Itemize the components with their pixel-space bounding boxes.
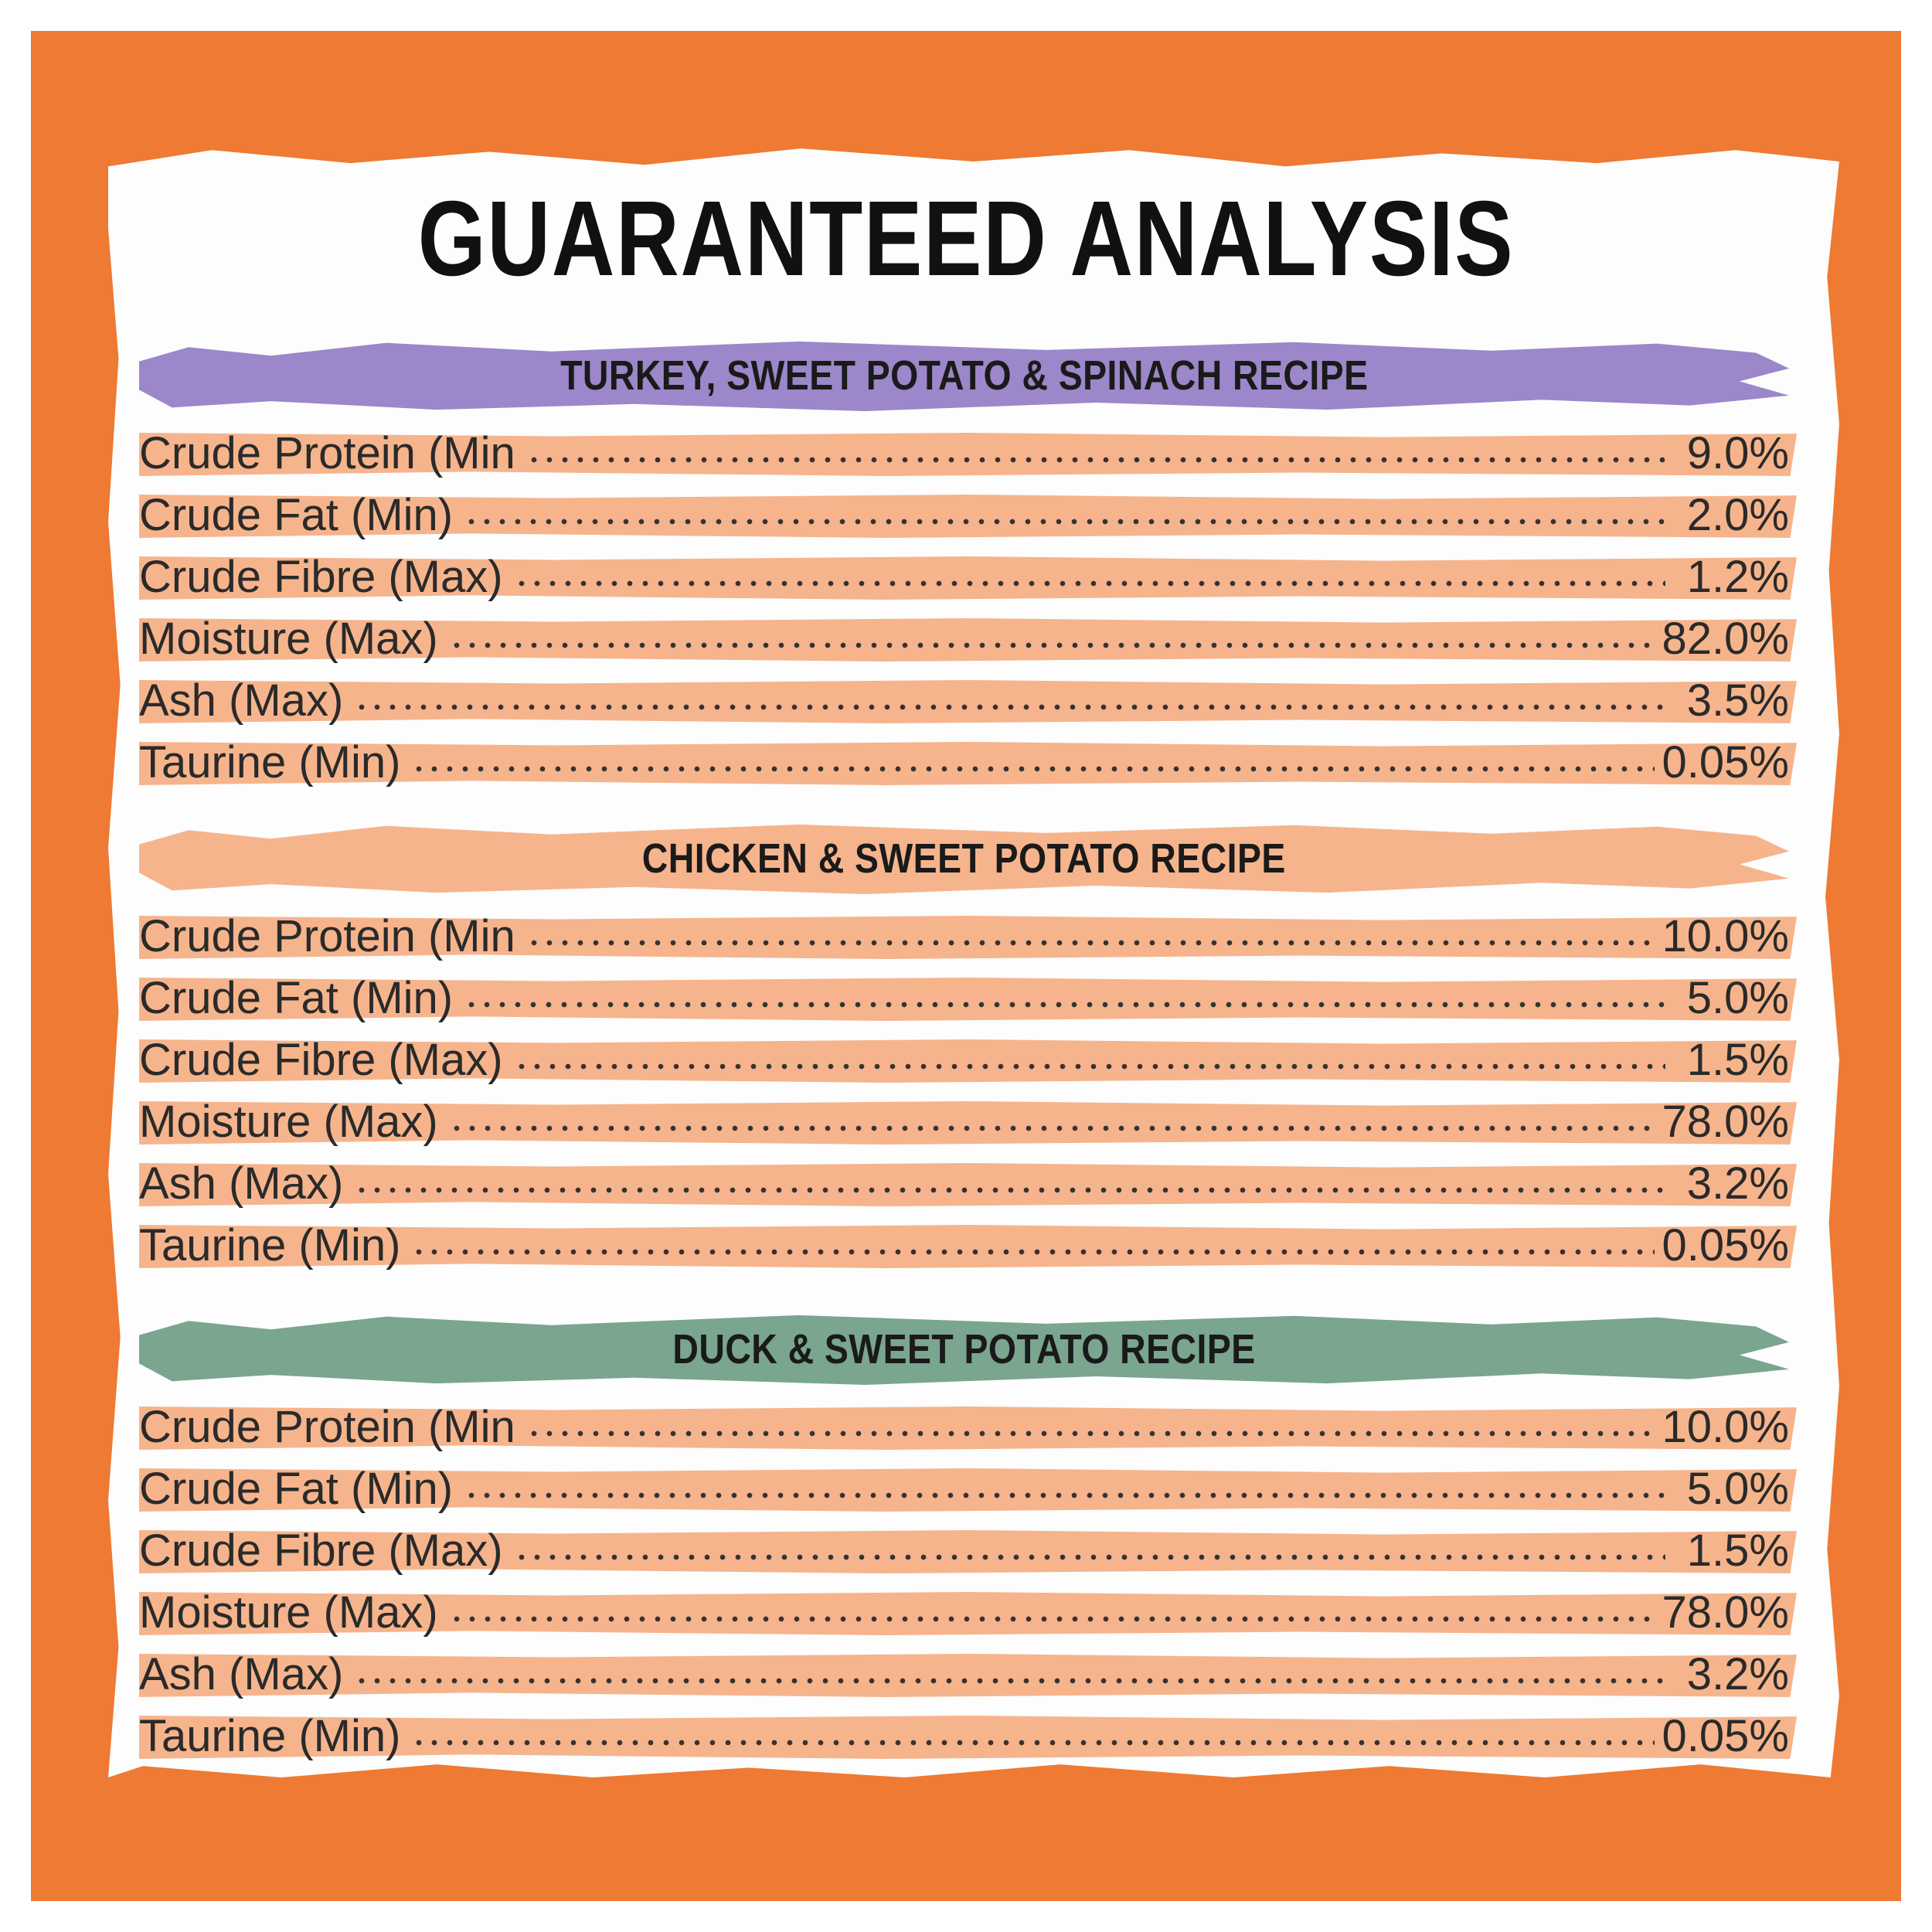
row-value: 1.5% xyxy=(1686,1034,1789,1085)
section-header-turkey: TURKEY, SWEET POTATO & SPINACH RECIPE xyxy=(139,340,1789,411)
row-label: Crude Fibre (Max) xyxy=(139,551,503,602)
dot-leader xyxy=(513,1554,1665,1560)
row-value: 5.0% xyxy=(1686,972,1789,1023)
row-value: 0.05% xyxy=(1662,1710,1789,1761)
row-label: Taurine (Min) xyxy=(139,1219,401,1270)
row-label: Crude Protein (Min xyxy=(139,1401,515,1452)
row-value: 0.05% xyxy=(1662,1219,1789,1270)
analysis-row: Ash (Max) 3.5% xyxy=(139,675,1789,726)
section-chicken: CHICKEN & SWEET POTATO RECIPE Crude Prot… xyxy=(139,823,1789,1282)
row-label: Crude Fat (Min) xyxy=(139,972,454,1023)
row-value: 82.0% xyxy=(1662,613,1789,664)
section-title: TURKEY, SWEET POTATO & SPINACH RECIPE xyxy=(560,352,1369,399)
section-title: CHICKEN & SWEET POTATO RECIPE xyxy=(642,835,1286,882)
row-label: Moisture (Max) xyxy=(139,1587,438,1638)
dot-leader xyxy=(448,1616,1655,1622)
analysis-row: Crude Fat (Min) 5.0% xyxy=(139,972,1789,1023)
row-label: Taurine (Min) xyxy=(139,1710,401,1761)
dot-leader xyxy=(464,519,1665,525)
dot-leader xyxy=(354,1678,1665,1684)
row-value: 10.0% xyxy=(1662,1401,1789,1452)
section-header-chicken: CHICKEN & SWEET POTATO RECIPE xyxy=(139,823,1789,894)
section-duck: DUCK & SWEET POTATO RECIPE Crude Protein… xyxy=(139,1314,1789,1773)
dot-leader xyxy=(411,1740,1655,1746)
row-value: 5.0% xyxy=(1686,1463,1789,1514)
row-value: 78.0% xyxy=(1662,1587,1789,1638)
section-title: DUCK & SWEET POTATO RECIPE xyxy=(672,1326,1256,1372)
analysis-row: Taurine (Min) 0.05% xyxy=(139,1710,1789,1761)
analysis-row: Crude Fat (Min) 5.0% xyxy=(139,1463,1789,1514)
row-value: 3.5% xyxy=(1686,675,1789,726)
row-label: Moisture (Max) xyxy=(139,1096,438,1147)
row-label: Ash (Max) xyxy=(139,1158,344,1209)
row-value: 1.5% xyxy=(1686,1525,1789,1576)
row-value: 78.0% xyxy=(1662,1096,1789,1147)
analysis-row: Moisture (Max) 82.0% xyxy=(139,613,1789,664)
dot-leader xyxy=(526,457,1665,463)
dot-leader xyxy=(526,940,1655,946)
analysis-row: Crude Protein (Min 9.0% xyxy=(139,428,1789,478)
dot-leader xyxy=(513,1063,1665,1070)
analysis-row: Moisture (Max) 78.0% xyxy=(139,1096,1789,1147)
analysis-row: Crude Fibre (Max) 1.5% xyxy=(139,1525,1789,1576)
page-title: GUARANTEED ANALYSIS xyxy=(417,179,1515,298)
analysis-row: Moisture (Max) 78.0% xyxy=(139,1587,1789,1638)
row-label: Ash (Max) xyxy=(139,675,344,726)
analysis-row: Crude Fibre (Max) 1.5% xyxy=(139,1034,1789,1085)
row-value: 3.2% xyxy=(1686,1648,1789,1699)
row-value: 2.0% xyxy=(1686,489,1789,540)
analysis-row: Crude Fat (Min) 2.0% xyxy=(139,489,1789,540)
row-label: Ash (Max) xyxy=(139,1648,344,1699)
dot-leader xyxy=(448,642,1655,648)
analysis-row: Ash (Max) 3.2% xyxy=(139,1158,1789,1209)
analysis-row: Taurine (Min) 0.05% xyxy=(139,737,1789,787)
row-value: 0.05% xyxy=(1662,736,1789,787)
analysis-row: Ash (Max) 3.2% xyxy=(139,1649,1789,1699)
row-label: Crude Protein (Min xyxy=(139,910,515,961)
analysis-row: Crude Fibre (Max) 1.2% xyxy=(139,551,1789,602)
row-label: Crude Protein (Min xyxy=(139,427,515,478)
analysis-row: Taurine (Min) 0.05% xyxy=(139,1220,1789,1270)
row-label: Moisture (Max) xyxy=(139,613,438,664)
analysis-row: Crude Protein (Min 10.0% xyxy=(139,911,1789,961)
row-label: Crude Fibre (Max) xyxy=(139,1525,503,1576)
dot-leader xyxy=(464,1002,1665,1008)
dot-leader xyxy=(354,1187,1665,1193)
analysis-row: Crude Protein (Min 10.0% xyxy=(139,1401,1789,1452)
row-value: 3.2% xyxy=(1686,1158,1789,1209)
row-label: Crude Fat (Min) xyxy=(139,1463,454,1514)
dot-leader xyxy=(354,704,1665,710)
dot-leader xyxy=(448,1125,1655,1131)
dot-leader xyxy=(411,1249,1655,1255)
row-label: Taurine (Min) xyxy=(139,736,401,787)
row-label: Crude Fat (Min) xyxy=(139,489,454,540)
dot-leader xyxy=(464,1492,1665,1498)
row-value: 10.0% xyxy=(1662,910,1789,961)
dot-leader xyxy=(513,580,1665,587)
dot-leader xyxy=(411,766,1655,772)
row-label: Crude Fibre (Max) xyxy=(139,1034,503,1085)
row-value: 1.2% xyxy=(1686,551,1789,602)
section-header-duck: DUCK & SWEET POTATO RECIPE xyxy=(139,1314,1789,1385)
row-value: 9.0% xyxy=(1686,427,1789,478)
dot-leader xyxy=(526,1430,1655,1437)
section-turkey: TURKEY, SWEET POTATO & SPINACH RECIPE Cr… xyxy=(139,340,1789,799)
